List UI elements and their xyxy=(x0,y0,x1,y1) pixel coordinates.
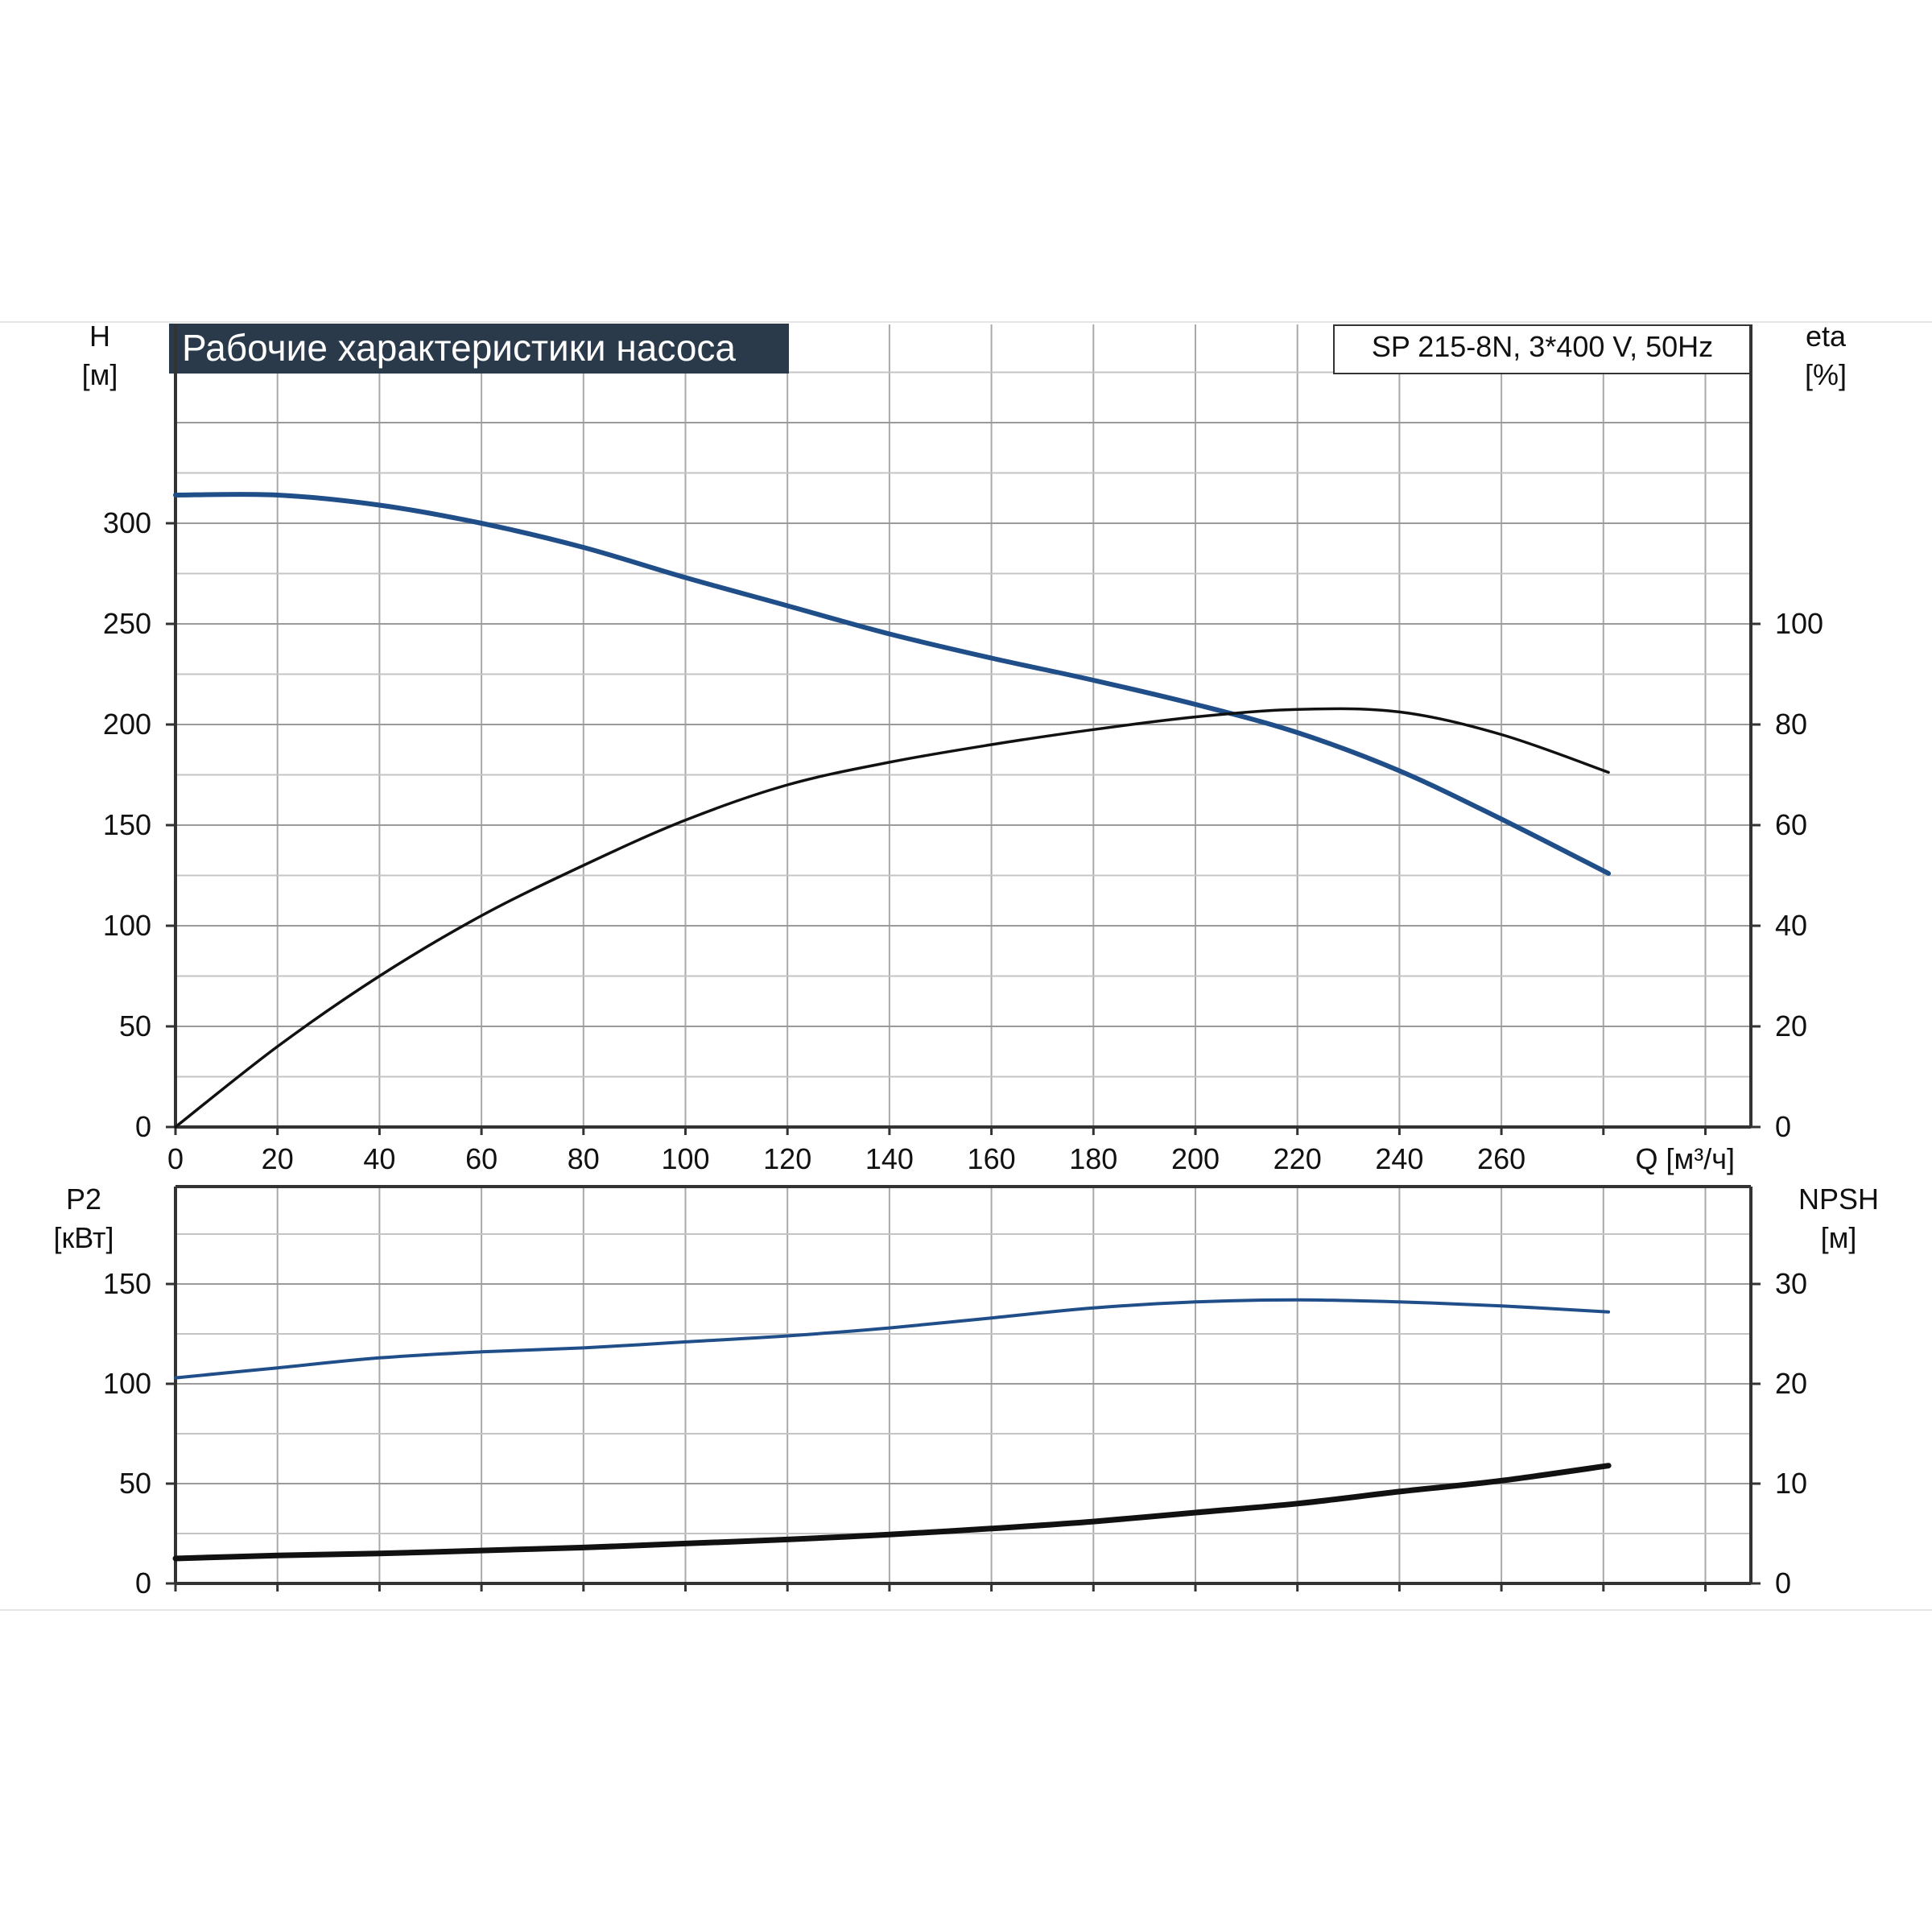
y2-tick-label: 0 xyxy=(1775,1110,1791,1143)
axis-labels: H [м] eta [%] P2 [кВт] NPSH [м] xyxy=(53,320,1879,1254)
y-tick-label: 0 xyxy=(135,1567,151,1600)
x-tick-label: 180 xyxy=(1069,1142,1117,1175)
y-tick-label: 300 xyxy=(103,506,151,539)
y2-tick-label: 100 xyxy=(1775,607,1823,640)
y2-tick-label: 20 xyxy=(1775,1009,1807,1042)
y-tick-label: 100 xyxy=(103,1367,151,1400)
p2-axis-title-line-1: P2 xyxy=(66,1183,101,1216)
y2-tick-label: 10 xyxy=(1775,1467,1807,1500)
top-chart-grid xyxy=(175,324,1751,1127)
title-banner xyxy=(169,324,789,374)
x-tick-label: 60 xyxy=(465,1142,497,1175)
npsh-axis-title-line-2: [м] xyxy=(1821,1221,1857,1254)
series-line-h xyxy=(173,492,1612,876)
y-tick-label: 150 xyxy=(103,808,151,841)
bottom-chart-series xyxy=(172,1298,1612,1562)
x-tick-label: 20 xyxy=(262,1142,294,1175)
y-axis-title-line-1: H xyxy=(89,320,110,353)
y2-axis-title-line-2: [%] xyxy=(1805,358,1847,391)
x-tick-label: 80 xyxy=(568,1142,600,1175)
model-label: SP 215-8N, 3*400 V, 50Hz xyxy=(1372,330,1713,363)
model-box xyxy=(1333,324,1752,374)
y-tick-label: 200 xyxy=(103,708,151,741)
y2-tick-label: 80 xyxy=(1775,708,1807,741)
y2-axis-title-line-1: eta xyxy=(1806,320,1847,353)
chart-title: Рабочие характеристики насоса xyxy=(182,327,736,369)
series-line-npsh xyxy=(172,1463,1612,1562)
y2-tick-label: 60 xyxy=(1775,808,1807,841)
y2-tick-label: 40 xyxy=(1775,909,1807,942)
x-tick-label: 220 xyxy=(1274,1142,1322,1175)
npsh-axis-title-line-1: NPSH xyxy=(1798,1183,1879,1216)
top-chart-axes: 0 50 100 150 200 250 300 0 20 40 60 80 100 0 20 40 60 80 1… xyxy=(103,324,1823,1175)
x-axis-title: Q [м³/ч] xyxy=(1635,1142,1735,1175)
y-tick-label: 0 xyxy=(135,1110,151,1143)
series-line-p2 xyxy=(174,1298,1611,1380)
y-tick-label: 50 xyxy=(119,1467,151,1500)
x-tick-label: 240 xyxy=(1375,1142,1423,1175)
x-tick-label: 120 xyxy=(763,1142,811,1175)
x-tick-label: 100 xyxy=(661,1142,709,1175)
x-tick-label: 40 xyxy=(363,1142,395,1175)
y2-tick-label: 0 xyxy=(1775,1567,1791,1600)
bottom-chart-axes: 0 50 100 150 0 10 20 30 xyxy=(103,1185,1807,1600)
y2-tick-label: 30 xyxy=(1775,1267,1807,1300)
x-tick-label: 0 xyxy=(167,1142,184,1175)
p2-axis-title-line-2: [кВт] xyxy=(53,1221,114,1254)
x-tick-label: 200 xyxy=(1171,1142,1220,1175)
x-tick-label: 160 xyxy=(968,1142,1016,1175)
y-tick-label: 50 xyxy=(119,1009,151,1042)
top-chart-series xyxy=(173,492,1612,1129)
y-tick-label: 150 xyxy=(103,1267,151,1300)
bottom-chart-grid xyxy=(175,1187,1751,1583)
x-tick-label: 140 xyxy=(865,1142,914,1175)
series-line-eta xyxy=(174,707,1610,1129)
y2-tick-label: 20 xyxy=(1775,1367,1807,1400)
y-axis-title-line-2: [м] xyxy=(82,358,118,391)
y-tick-label: 250 xyxy=(103,607,151,640)
x-tick-label: 260 xyxy=(1477,1142,1525,1175)
y-tick-label: 100 xyxy=(103,909,151,942)
